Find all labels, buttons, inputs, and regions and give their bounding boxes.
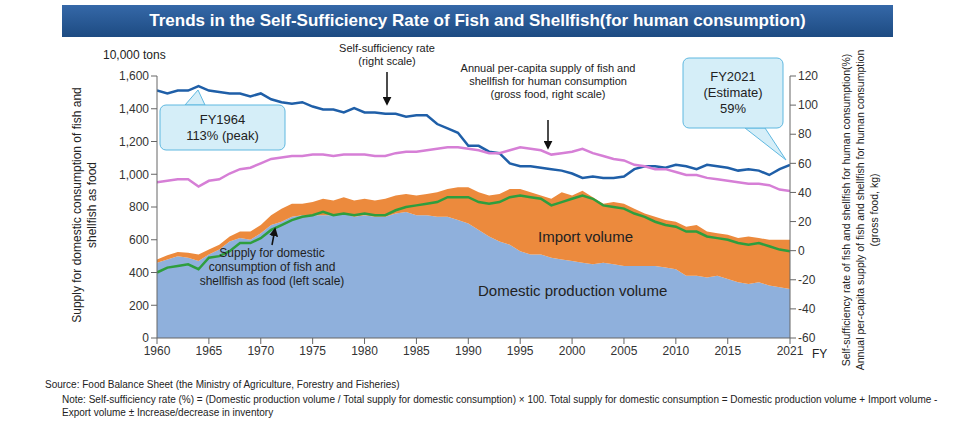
html-text:Supply for domestic consumptio: Supply for domestic consumption of fish … — [70, 87, 99, 323]
svg-text:1970: 1970 — [247, 344, 274, 358]
svg-text:400: 400 — [129, 266, 149, 280]
html-text:59%: 59% — [720, 101, 746, 116]
html-text:Import volume: Import volume — [538, 228, 633, 245]
svg-text:600: 600 — [129, 233, 149, 247]
html-text:Trends in the Self-Sufficiency: Trends in the Self-Sufficiency Rate of F… — [149, 11, 806, 30]
svg-text:1,200: 1,200 — [119, 135, 149, 149]
svg-text:0: 0 — [142, 331, 149, 345]
svg-text:40: 40 — [798, 186, 812, 200]
svg-text:0: 0 — [798, 244, 805, 258]
html-text:FY1964: FY1964 — [199, 111, 246, 127]
html-text:113% (peak): 113% (peak) — [186, 127, 259, 143]
html-text:(gross food, kg): (gross food, kg) — [868, 173, 880, 247]
html-text:Annual per-capita supply of fi: Annual per-capita supply of fish and she… — [854, 49, 866, 371]
html-text:(Estimate): (Estimate) — [703, 85, 763, 100]
svg-text:-20: -20 — [798, 273, 816, 287]
svg-text:1990: 1990 — [455, 344, 482, 358]
svg-text:2000: 2000 — [559, 344, 586, 358]
svg-text:1965: 1965 — [196, 344, 223, 358]
svg-text:2005: 2005 — [611, 344, 638, 358]
html-text:FY2021: FY2021 — [710, 69, 756, 84]
svg-text:-40: -40 — [798, 302, 816, 316]
svg-text:1975: 1975 — [299, 344, 326, 358]
html-text:10,000 tons: 10,000 tons — [103, 48, 166, 62]
html-text:Annual per-capita supply of fi: Annual per-capita supply of fish and she… — [460, 62, 636, 100]
svg-text:2015: 2015 — [714, 344, 741, 358]
svg-text:200: 200 — [129, 299, 149, 313]
html-text:Source: Food Balance Sheet (th: Source: Food Balance Sheet (the Ministry… — [45, 379, 400, 390]
html-text:Self-sufficiency rate (right s: Self-sufficiency rate (right scale) — [339, 42, 435, 67]
html-text:Supply for domestic consumptio: Supply for domestic consumption of fish … — [199, 246, 345, 288]
html-text:Domestic production volume: Domestic production volume — [478, 282, 668, 299]
svg-text:1,600: 1,600 — [119, 69, 149, 83]
svg-text:1,400: 1,400 — [119, 102, 149, 116]
svg-text:1985: 1985 — [403, 344, 430, 358]
svg-text:1960: 1960 — [144, 344, 171, 358]
svg-text:-60: -60 — [798, 331, 816, 345]
svg-text:2021: 2021 — [777, 344, 804, 358]
svg-text:1,000: 1,000 — [119, 168, 149, 182]
svg-text:1995: 1995 — [507, 344, 534, 358]
svg-text:1980: 1980 — [351, 344, 378, 358]
svg-text:80: 80 — [798, 127, 812, 141]
svg-text:60: 60 — [798, 157, 812, 171]
svg-text:2010: 2010 — [663, 344, 690, 358]
svg-text:120: 120 — [798, 69, 818, 83]
html-text:FY: FY — [812, 347, 828, 361]
svg-text:100: 100 — [798, 98, 818, 112]
html-text:Note: Self-sufficiency rate (%: Note: Self-sufficiency rate (%) = (Domes… — [62, 394, 938, 418]
html-text:Self-sufficiency rate of fish: Self-sufficiency rate of fish and shellf… — [840, 53, 852, 367]
svg-text:800: 800 — [129, 200, 149, 214]
svg-text:20: 20 — [798, 215, 812, 229]
